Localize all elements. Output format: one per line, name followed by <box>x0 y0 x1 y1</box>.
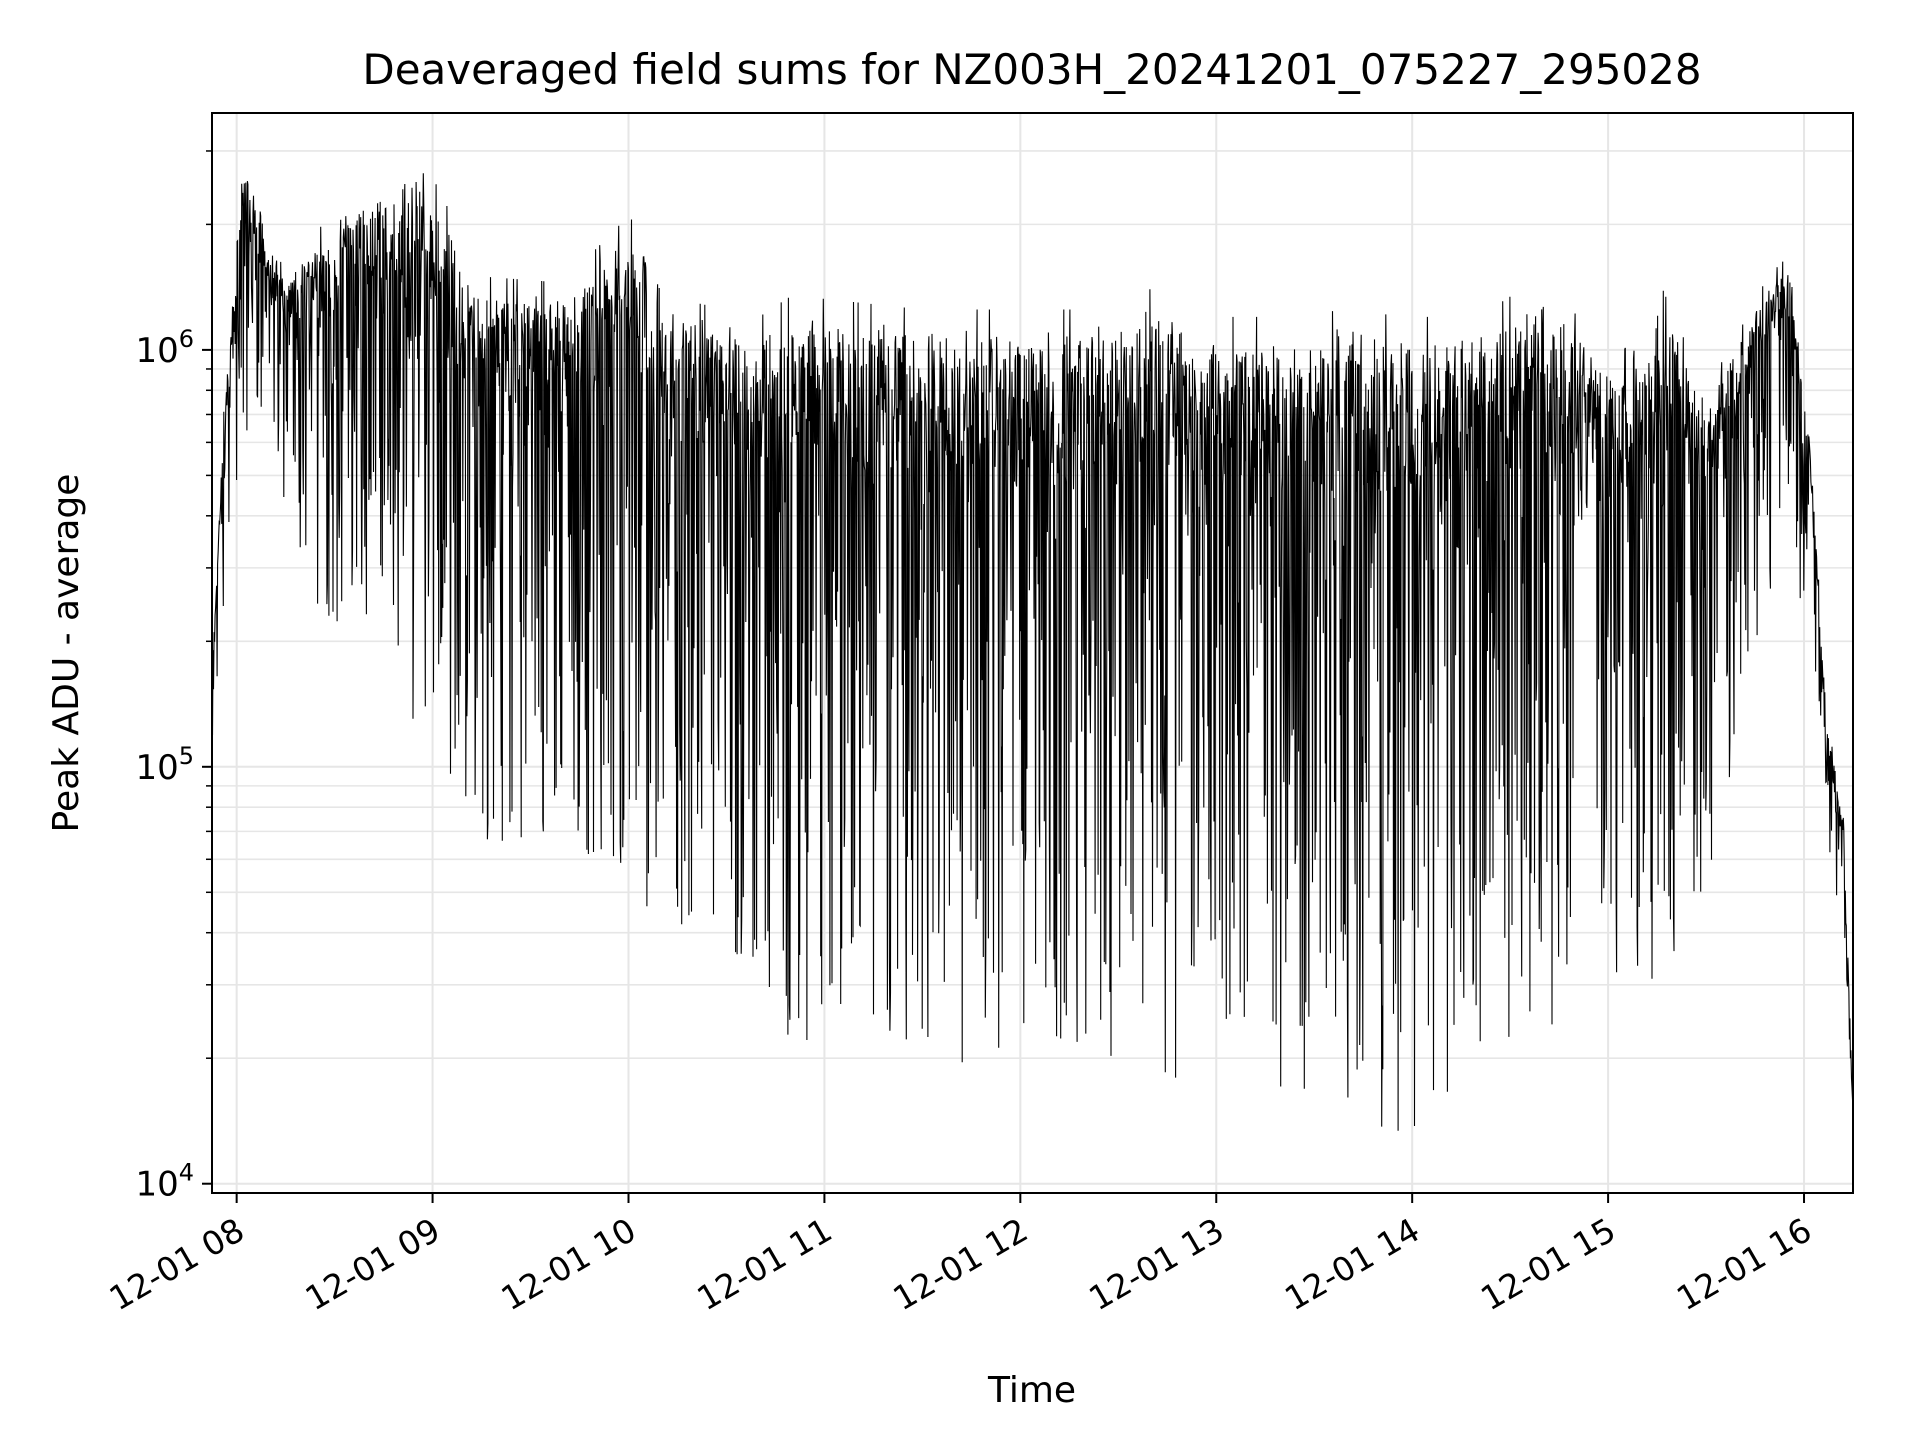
y-tick-label: 106 <box>135 325 194 371</box>
x-tick-label: 12-01 12 <box>886 1210 1034 1318</box>
x-axis-label: Time <box>987 1370 1076 1411</box>
y-axis-label: Peak ADU - average <box>46 474 87 833</box>
series-line <box>211 173 1854 1131</box>
chart-title: Deaveraged field sums for NZ003H_2024120… <box>362 45 1701 94</box>
x-tick-label: 12-01 10 <box>494 1210 642 1318</box>
x-tick-label: 12-01 08 <box>103 1210 251 1318</box>
axes-frame <box>211 112 1854 1194</box>
y-tick-label: 104 <box>135 1159 194 1205</box>
x-tick-label: 12-01 14 <box>1278 1210 1426 1318</box>
x-tick-label: 12-01 09 <box>299 1210 447 1318</box>
y-axis-ticks: 104 105 106 <box>135 150 212 1205</box>
x-tick-label: 12-01 11 <box>690 1210 838 1318</box>
x-axis-ticks: 12-01 08 12-01 09 12-01 10 12-01 11 12-01 12… <box>103 1193 1818 1318</box>
y-tick-label: 105 <box>135 742 194 788</box>
series-path <box>211 173 1854 1131</box>
x-tick-label: 12-01 15 <box>1474 1210 1622 1318</box>
x-tick-label: 12-01 16 <box>1670 1210 1818 1318</box>
x-tick-label: 12-01 13 <box>1082 1210 1230 1318</box>
